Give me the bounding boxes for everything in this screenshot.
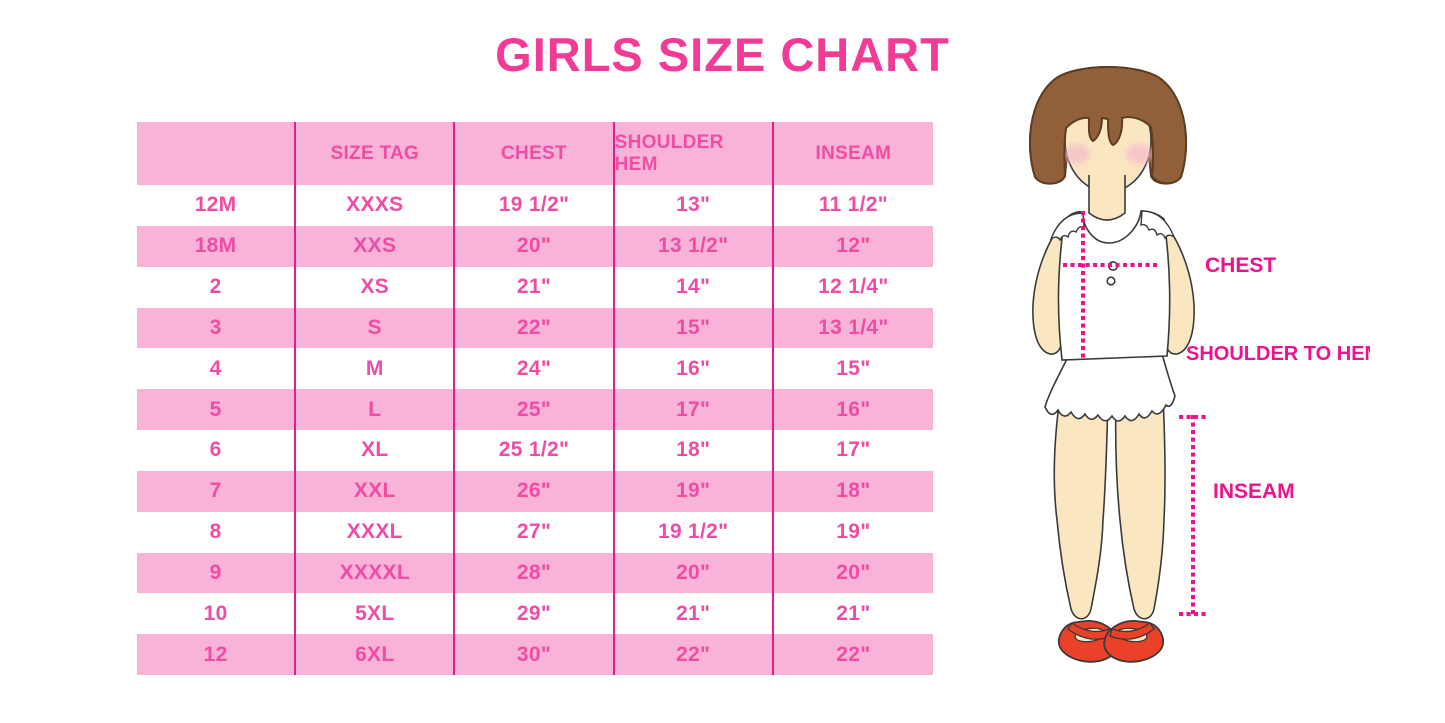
table-cell: 25": [455, 389, 615, 431]
table-cell: 26": [455, 470, 615, 512]
table-cell: 4: [137, 348, 297, 390]
table-cell: 13 1/4": [818, 315, 889, 339]
table-cell: 16": [836, 397, 871, 421]
inseam-label: INSEAM: [1213, 480, 1295, 503]
table-row: 12M XXXS 19 1/2" 13" 11 1/2": [137, 185, 933, 226]
girl-illustration: CHEST SHOULDER TO HEM INSEAM: [1029, 66, 1381, 663]
table-cell: 25 1/2": [455, 430, 615, 471]
table-cell: 29": [455, 593, 615, 635]
table-row: 6 XL 25 1/2" 18" 17": [137, 430, 933, 471]
leg-right: [1114, 396, 1166, 620]
table-cell: 12": [836, 234, 871, 258]
table-cell: 7: [137, 470, 297, 512]
table-cell: 21": [836, 601, 871, 625]
girl-measurement-figure: CHEST SHOULDER TO HEM INSEAM: [1005, 55, 1381, 695]
table-cell: 2: [137, 266, 297, 308]
table-cell: XXXS: [296, 185, 456, 226]
table-cell: XXS: [296, 225, 456, 267]
table-row: 2 XS 21" 14" 12 1/4": [137, 266, 933, 308]
page-title: GIRLS SIZE CHART: [495, 28, 950, 81]
table-cell: 22": [615, 634, 774, 676]
table-cell: 13 1/2": [615, 225, 774, 267]
table-cell: 5: [137, 389, 297, 431]
shirt: [1057, 210, 1171, 361]
shoe-right: [1103, 620, 1165, 663]
table-row: 18M XXS 20" 13 1/2" 12": [137, 225, 933, 267]
table-cell: 18": [615, 430, 774, 471]
column-header: [137, 122, 297, 185]
table-row: 7 XXL 26" 19" 18": [137, 470, 933, 512]
table-cell: XXXXL: [296, 552, 456, 594]
table-cell: 6XL: [296, 634, 456, 676]
table-cell: XS: [296, 266, 456, 308]
table-cell: 17": [615, 389, 774, 431]
table-cell: 19": [615, 470, 774, 512]
table-cell: 6: [137, 430, 297, 471]
leg-left: [1053, 396, 1109, 620]
table-cell: XXL: [296, 470, 456, 512]
blush-right: [1126, 144, 1152, 164]
blush-left: [1064, 144, 1090, 164]
table-cell: 19 1/2": [455, 185, 615, 226]
shoulder-to-hem-label: SHOULDER TO HEM: [1186, 343, 1370, 365]
table-cell: 24": [455, 348, 615, 390]
size-chart-table: SIZE TAG CHEST SHOULDER HEM INSEAM 12M XXXS 1…: [137, 122, 933, 676]
table-cell: M: [296, 348, 456, 390]
table-cell: 19 1/2": [615, 511, 774, 553]
table-cell: 22": [836, 642, 871, 666]
table-cell: 20": [455, 225, 615, 267]
ruffle-right: [1140, 210, 1176, 240]
column-header: CHEST: [455, 122, 615, 185]
table-cell: 10: [137, 593, 297, 635]
table-cell: 13": [615, 185, 774, 226]
table-cell: S: [296, 307, 456, 349]
chest-label: CHEST: [1205, 254, 1276, 277]
table-cell: XXXL: [296, 511, 456, 553]
table-cell: 22": [455, 307, 615, 349]
table-row: 12 6XL 30" 22" 22": [137, 634, 933, 676]
column-header: INSEAM: [815, 142, 892, 164]
hair-bangs: [1029, 66, 1187, 185]
table-row: 10 5XL 29" 21" 21": [137, 593, 933, 635]
table-row: 5 L 25" 17" 16": [137, 389, 933, 431]
table-cell: 15": [836, 356, 871, 380]
table-cell: 27": [455, 511, 615, 553]
table-cell: 3: [137, 307, 297, 349]
table-cell: 16": [615, 348, 774, 390]
table-cell: 12 1/4": [818, 275, 889, 299]
ruffle-left: [1049, 212, 1085, 242]
button-bottom: [1106, 276, 1116, 286]
table-cell: L: [296, 389, 456, 431]
table-row: 3 S 22" 15" 13 1/4": [137, 307, 933, 349]
table-cell: 21": [455, 266, 615, 308]
table-cell: 9: [137, 552, 297, 594]
table-cell: 8: [137, 511, 297, 553]
table-cell: 5XL: [296, 593, 456, 635]
table-cell: 12M: [137, 185, 297, 226]
neck: [1088, 175, 1126, 221]
table-cell: XL: [296, 430, 456, 471]
table-cell: 19": [836, 520, 871, 544]
table-cell: 21": [615, 593, 774, 635]
table-cell: 18M: [137, 225, 297, 267]
table-cell: 14": [615, 266, 774, 308]
skirt: [1044, 353, 1176, 422]
table-cell: 15": [615, 307, 774, 349]
table-cell: 20": [615, 552, 774, 594]
table-row: 8 XXXL 27" 19 1/2" 19": [137, 511, 933, 553]
table-row: 9 XXXXL 28" 20" 20": [137, 552, 933, 594]
table-cell: 12: [137, 634, 297, 676]
table-header-row: SIZE TAG CHEST SHOULDER HEM INSEAM: [137, 122, 933, 185]
table-cell: 20": [836, 561, 871, 585]
column-header: SHOULDER HEM: [615, 122, 774, 185]
table-row: 4 M 24" 16" 15": [137, 348, 933, 390]
table-cell: 18": [836, 479, 871, 503]
table-cell: 28": [455, 552, 615, 594]
table-cell: 17": [836, 438, 871, 462]
table-body: 12M XXXS 19 1/2" 13" 11 1/2" 18M XXS 20" 13 1/2"…: [137, 185, 933, 676]
column-header: SIZE TAG: [296, 122, 456, 185]
table-cell: 30": [455, 634, 615, 676]
table-cell: 11 1/2": [818, 193, 889, 217]
